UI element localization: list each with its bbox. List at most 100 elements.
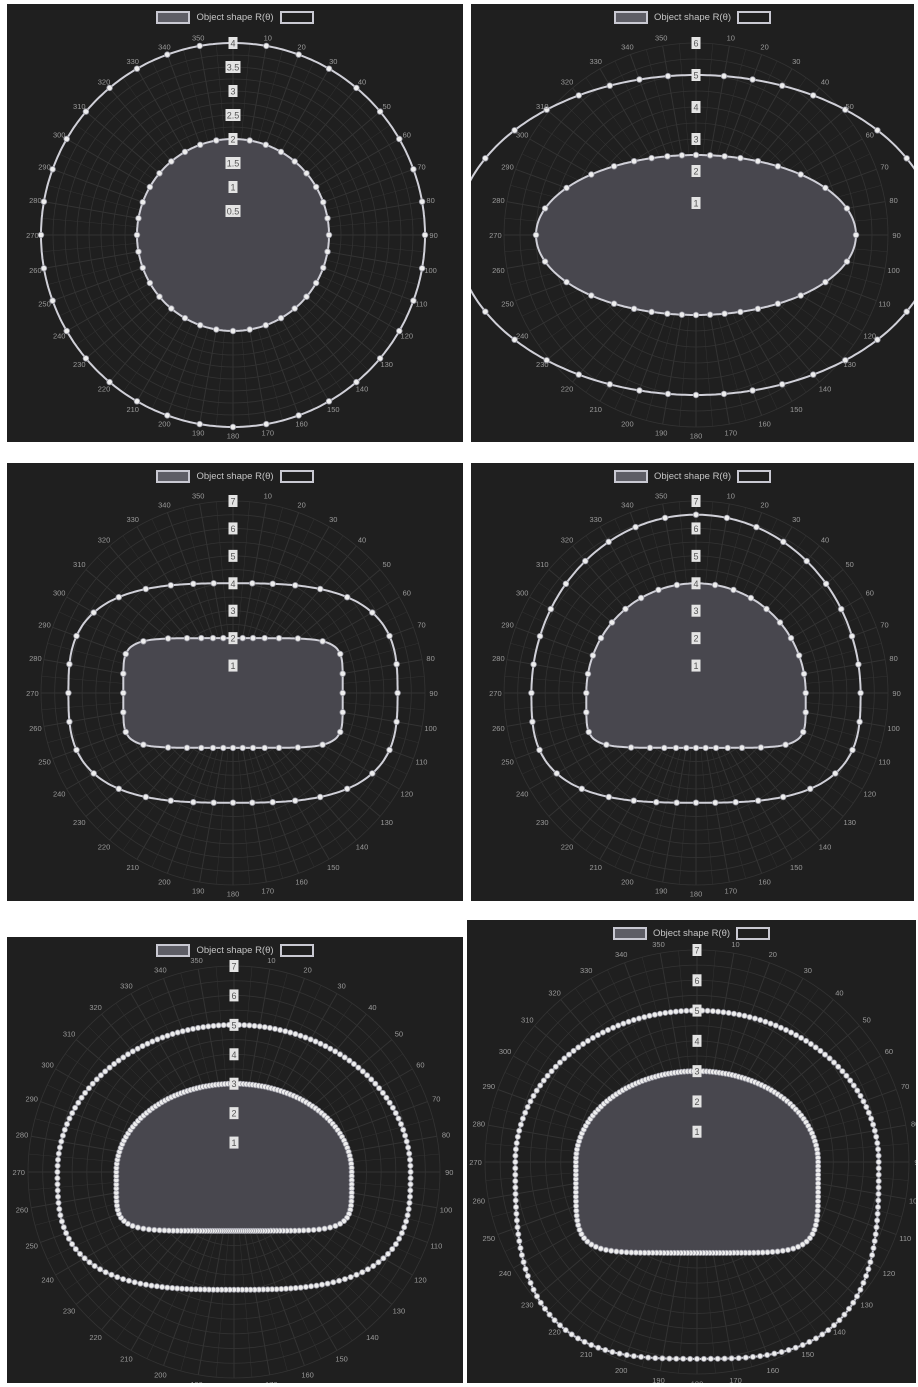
angle-tick-label: 40 xyxy=(821,535,829,544)
data-point xyxy=(396,327,403,335)
legend-swatch-fill[interactable] xyxy=(156,10,191,24)
data-point xyxy=(528,689,535,697)
data-point xyxy=(512,1146,519,1153)
angle-tick-label: 70 xyxy=(901,1082,909,1091)
angle-tick-label: 50 xyxy=(863,1016,871,1025)
data-point xyxy=(168,305,175,312)
data-point xyxy=(667,1009,674,1016)
data-point xyxy=(73,746,80,754)
data-point xyxy=(534,1293,541,1300)
polar-chart-5: 10 20 30 40 50 60 70 80 90 100 110 120 130 140 150 160 1… xyxy=(12,956,453,1383)
data-point xyxy=(482,308,489,315)
legend-swatch-line[interactable] xyxy=(737,469,772,483)
data-point xyxy=(275,744,283,751)
angle-tick-label: 340 xyxy=(158,501,171,510)
data-point xyxy=(774,163,782,170)
angle-tick-label: 130 xyxy=(843,818,856,827)
legend-swatch-line[interactable] xyxy=(279,943,314,957)
radial-tick-box xyxy=(691,659,701,672)
data-point xyxy=(602,1346,609,1353)
angle-tick-label: 60 xyxy=(416,1060,424,1069)
radial-tick-label: 5 xyxy=(231,1020,236,1030)
data-point xyxy=(771,1350,778,1357)
legend-swatch-line[interactable] xyxy=(737,10,772,24)
data-point xyxy=(736,1011,743,1018)
data-point xyxy=(515,1231,522,1238)
legend-swatch-fill[interactable] xyxy=(613,469,648,483)
data-point xyxy=(332,1222,339,1229)
legend-swatch-line[interactable] xyxy=(736,926,771,940)
data-point xyxy=(403,1218,410,1225)
angle-tick-label: 110 xyxy=(430,1242,442,1251)
data-point xyxy=(406,1156,413,1163)
data-point xyxy=(256,1023,263,1030)
data-point xyxy=(85,1085,92,1092)
grid-ring xyxy=(54,514,412,872)
data-point xyxy=(769,1248,776,1255)
data-point xyxy=(375,1259,382,1266)
data-point xyxy=(205,1023,212,1030)
angle-tick-label: 150 xyxy=(802,1350,815,1359)
series-markers xyxy=(54,1021,414,1293)
angle-tick-label: 260 xyxy=(29,724,42,733)
data-point xyxy=(407,1168,414,1175)
angle-labels: 10 20 30 40 50 60 70 80 90 100 110 120 130 140 150 160 1… xyxy=(489,491,901,898)
data-point xyxy=(875,1184,882,1191)
data-point xyxy=(615,1022,622,1029)
angle-tick-label: 270 xyxy=(469,1158,482,1167)
data-point xyxy=(57,1212,64,1219)
legend-swatch-fill[interactable] xyxy=(156,469,191,483)
radial-tick-box xyxy=(228,495,238,507)
data-point xyxy=(522,1109,529,1116)
data-point xyxy=(692,799,700,806)
data-point xyxy=(810,371,817,378)
angle-tick-label: 180 xyxy=(691,1380,704,1384)
data-point xyxy=(595,1344,602,1351)
legend-swatch-line[interactable] xyxy=(279,10,314,24)
angle-tick-label: 80 xyxy=(911,1120,916,1129)
data-point xyxy=(145,1226,152,1233)
data-point xyxy=(397,1121,404,1128)
data-point xyxy=(77,1250,84,1257)
angle-tick-label: 250 xyxy=(38,758,51,767)
legend-swatch-fill[interactable] xyxy=(612,926,647,940)
data-point xyxy=(875,1146,882,1153)
data-point xyxy=(63,1230,70,1237)
angle-tick-label: 320 xyxy=(561,77,574,86)
data-point xyxy=(364,1072,371,1079)
legend-swatch-fill[interactable] xyxy=(613,10,648,24)
legend-swatch-line[interactable] xyxy=(279,469,314,483)
angle-tick-label: 10 xyxy=(267,956,275,965)
data-point xyxy=(73,632,80,640)
data-point xyxy=(396,135,403,143)
data-point xyxy=(803,1238,810,1245)
angle-tick-label: 200 xyxy=(621,420,634,429)
data-point xyxy=(749,76,756,83)
data-point xyxy=(339,670,346,677)
data-point xyxy=(320,264,327,271)
data-point xyxy=(784,1246,791,1253)
data-point xyxy=(767,1020,774,1027)
legend-label: Object shape R(θ) xyxy=(653,11,732,23)
data-point xyxy=(220,1022,227,1029)
angle-tick-label: 100 xyxy=(909,1197,916,1206)
radial-tick-box xyxy=(228,133,238,145)
data-point xyxy=(91,1262,98,1269)
angle-tick-label: 190 xyxy=(192,429,205,438)
data-point xyxy=(350,1061,357,1068)
data-point xyxy=(297,1032,304,1039)
data-point xyxy=(297,1284,304,1291)
data-point xyxy=(396,1235,403,1242)
data-point xyxy=(720,1009,727,1016)
data-point xyxy=(54,1168,61,1175)
data-point xyxy=(210,1022,217,1029)
data-point xyxy=(115,785,122,792)
angle-tick-label: 60 xyxy=(866,131,874,140)
data-point xyxy=(294,635,302,642)
data-point xyxy=(875,1197,882,1204)
data-point xyxy=(56,1144,63,1151)
data-point xyxy=(261,744,268,752)
legend-swatch-fill[interactable] xyxy=(156,943,191,957)
radial-tick-box xyxy=(228,181,238,193)
data-point xyxy=(575,371,582,378)
